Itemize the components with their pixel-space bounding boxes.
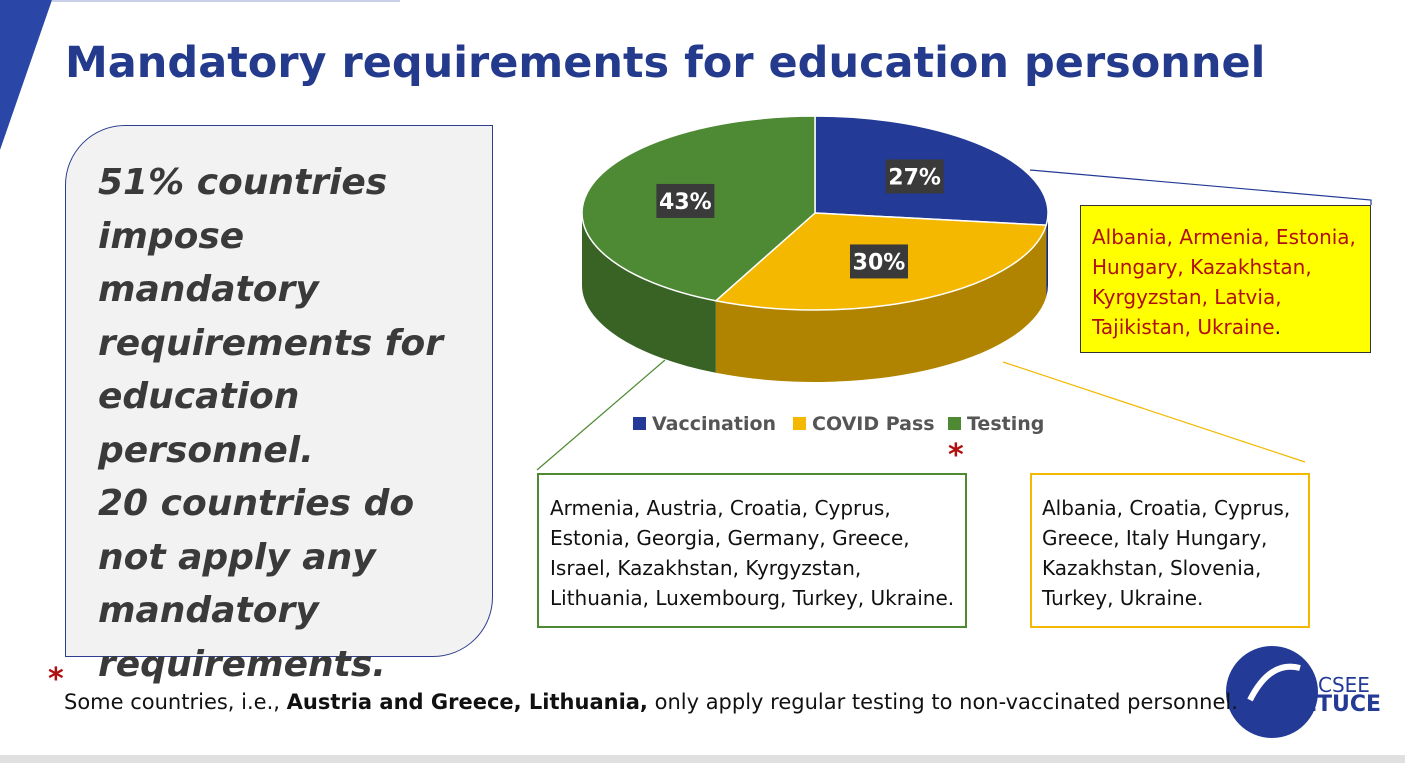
footnote: Some countries, i.e., Austria and Greece… [64,690,1238,714]
asterisk: * [48,662,64,697]
value-label-bg [885,159,944,194]
logo-figure [1247,663,1301,702]
slice-side [715,225,1047,383]
callout-testing: Armenia, Austria, Croatia, Cyprus, Eston… [537,473,967,628]
leader-line [1029,169,1372,205]
legend-label: Vaccination [652,413,776,435]
logo-bottom: ETUCE [1302,692,1381,717]
logo-top: CSEE [1318,673,1370,697]
slice-side [582,213,716,373]
legend-swatch [793,417,806,430]
value-label: 30% [853,250,906,275]
summary-text: 20 countries do not apply any mandatory … [98,483,415,685]
value-label-bg [656,183,715,218]
legend-label: COVID Pass [812,413,935,435]
value-label: 27% [888,165,941,190]
value-label-bg [849,244,908,279]
corner-decoration [0,0,52,150]
leader-line [536,359,666,471]
pie: 27% 30% 43% [581,115,1049,383]
footnote-text: Some countries, i.e., [64,690,287,714]
bottom-bar [0,755,1405,763]
leader-line [1002,361,1306,463]
asterisk: * [948,438,964,473]
legend: Vaccination COVID Pass Testing [633,413,1044,435]
country-list: Albania, Armenia, Estonia, Hungary, Kaza… [1092,225,1356,339]
slide-title: Mandatory requirements for education per… [65,38,1266,88]
summary-box: 51% countries impose mandatory requireme… [65,125,493,685]
footnote-text: only apply regular testing to non-vaccin… [647,690,1238,714]
legend-label: Testing [967,413,1044,435]
footnote-bold: Austria and Greece, Lithuania, [286,690,648,714]
callout-vaccination: Albania, Armenia, Estonia, Hungary, Kaza… [1080,205,1371,353]
legend-swatch [633,417,646,430]
summary-text: 51% countries impose mandatory requireme… [98,162,443,471]
legend-swatch [948,417,961,430]
punctuation: . [1274,315,1281,339]
callout-covid-pass: Albania, Croatia, Cyprus, Greece, Italy … [1030,473,1310,628]
value-label: 43% [659,190,712,215]
slice-side [1046,213,1048,298]
